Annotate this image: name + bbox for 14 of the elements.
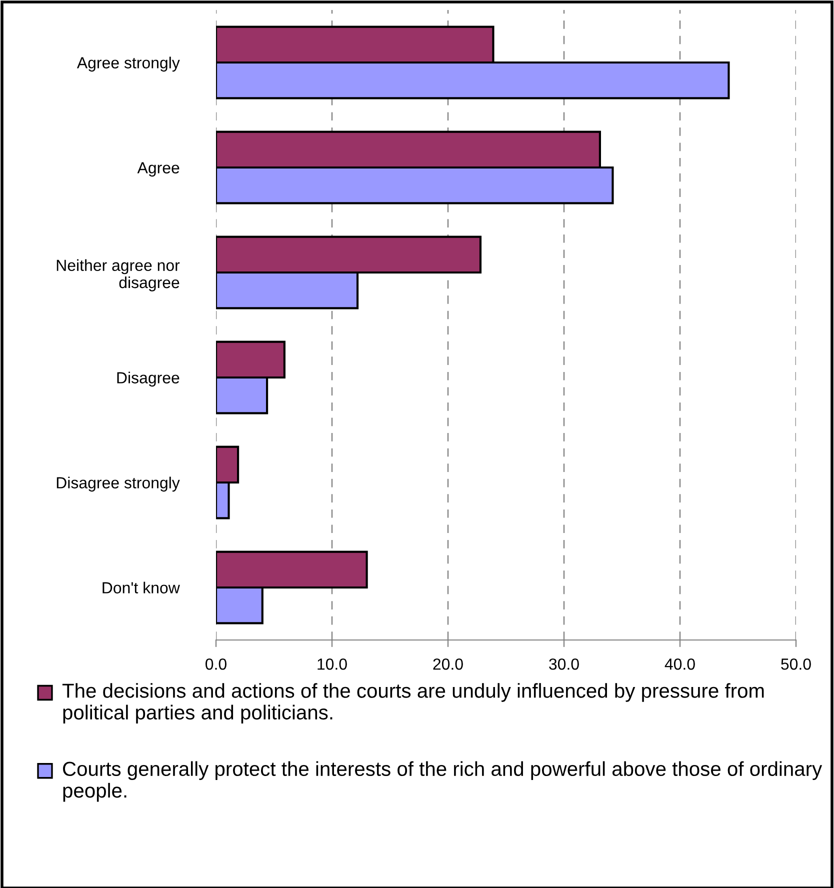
x-tick-label: 10.0 bbox=[318, 658, 347, 670]
x-tick-label: 0.0 bbox=[206, 658, 226, 670]
x-tick-label: 50.0 bbox=[781, 658, 811, 670]
x-tick-label: 30.0 bbox=[549, 658, 579, 670]
legend-label: Courts generally protect the interests of the rich and powerful above those of ordinary people. bbox=[63, 761, 822, 802]
legend-label: The decisions and actions of the courts are unduly influenced by pressure from political parties and politicians. bbox=[62, 683, 764, 724]
y-tick-label: Disagree strongly bbox=[56, 476, 180, 492]
y-tick-label: Neither agree nor disagree bbox=[56, 259, 180, 292]
x-tick-label: 40.0 bbox=[664, 658, 695, 670]
y-tick-label: Agree bbox=[137, 162, 180, 177]
y-tick-label: Agree strongly bbox=[76, 56, 180, 72]
y-tick-label: Disagree bbox=[117, 372, 180, 387]
y-tick-label: Don't know bbox=[102, 582, 180, 594]
x-tick-label: 20.0 bbox=[433, 658, 463, 670]
